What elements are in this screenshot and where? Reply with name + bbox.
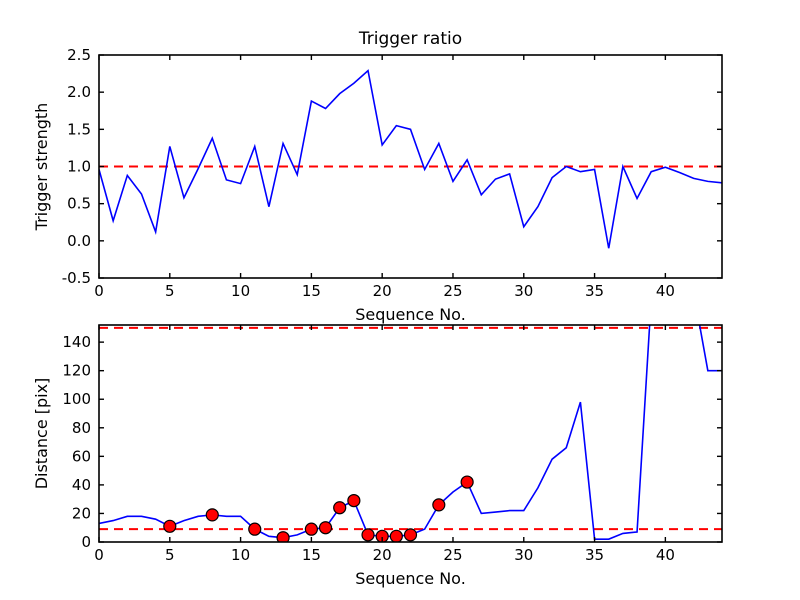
y-axis-label: Distance [pix] (32, 378, 51, 490)
x-tick-label: 30 (514, 282, 533, 300)
x-tick-label: 20 (373, 282, 392, 300)
data-marker (403, 528, 418, 542)
x-tick-label: 5 (165, 546, 175, 564)
y-tick-label: 0 (81, 533, 91, 551)
y-axis-label: Trigger strength (32, 103, 51, 232)
x-tick-label: 15 (302, 546, 321, 564)
y-tick-label: -0.5 (62, 269, 91, 287)
y-tick-label: 80 (72, 419, 91, 437)
y-tick-label: 2.5 (67, 46, 91, 64)
data-marker (347, 493, 361, 508)
x-tick-label: 10 (231, 546, 250, 564)
y-tick-label: 0.5 (67, 195, 91, 213)
x-tick-label: 10 (231, 282, 250, 300)
data-marker (460, 475, 474, 489)
data-marker (318, 521, 333, 535)
x-tick-label: 40 (656, 282, 675, 300)
plot-background (99, 55, 722, 278)
plot-title: Trigger ratio (358, 29, 462, 49)
data-marker (389, 529, 403, 542)
y-tick-label: 120 (62, 362, 91, 380)
y-tick-label: 100 (62, 390, 91, 408)
data-marker (163, 519, 177, 533)
y-tick-label: 60 (72, 447, 91, 465)
y-tick-label: 2.0 (67, 83, 91, 101)
x-tick-label: 40 (656, 546, 675, 564)
y-tick-label: 140 (62, 333, 91, 351)
x-tick-label: 25 (443, 546, 462, 564)
x-tick-label: 35 (585, 546, 604, 564)
data-marker (432, 498, 446, 512)
data-marker (333, 501, 347, 515)
y-tick-label: 20 (72, 504, 91, 522)
data-marker (361, 528, 375, 542)
x-tick-label: 15 (302, 282, 321, 300)
y-tick-label: 1.5 (67, 120, 91, 138)
x-axis-label: Sequence No. (355, 305, 466, 324)
x-tick-label: 30 (514, 546, 533, 564)
x-axis-label: Sequence No. (355, 569, 466, 588)
axes-trigger-ratio: 0 5 10 15 20 25 30 35 40 -0.5 0.0 0.5 1.0 1.5 2.0 2.5 Tr… (32, 29, 723, 324)
axes-frame (98, 324, 723, 543)
x-tick-label: 0 (94, 282, 104, 300)
x-tick-label: 35 (585, 282, 604, 300)
y-tick-label: 1.0 (67, 158, 91, 176)
data-marker (205, 508, 219, 522)
data-marker (248, 522, 262, 536)
data-marker (375, 529, 389, 542)
x-tick-label: 5 (165, 282, 175, 300)
scatter-series-1 (163, 475, 474, 542)
data-line-0 (99, 69, 722, 249)
data-marker (276, 531, 290, 542)
data-marker (304, 522, 318, 536)
y-tick-label: 40 (72, 476, 91, 494)
axes-distance-pix: 0 5 10 15 20 25 30 35 40 0 20 40 60 80 100 120 140 Sequen… (32, 324, 723, 588)
plot-background (99, 325, 722, 542)
x-tick-label: 25 (443, 282, 462, 300)
y-tick-label: 0.0 (67, 232, 91, 250)
x-tick-label: 20 (373, 546, 392, 564)
x-tick-label: 0 (94, 546, 104, 564)
